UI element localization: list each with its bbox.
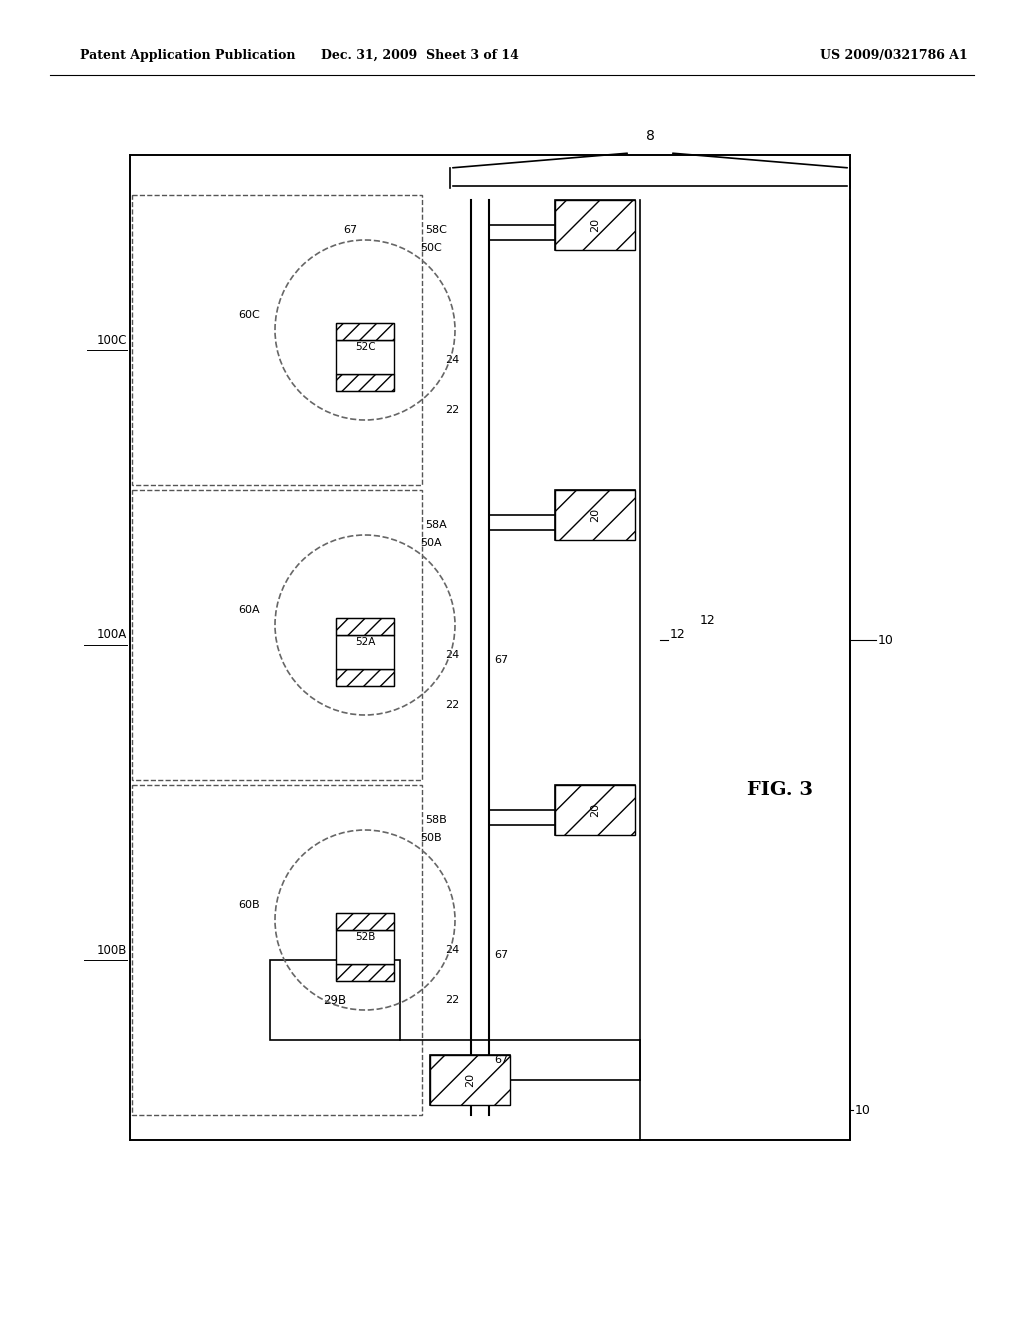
Bar <box>555 785 635 836</box>
Text: 20: 20 <box>465 1073 475 1088</box>
Text: 20: 20 <box>590 508 600 523</box>
Text: 24: 24 <box>445 945 459 954</box>
Text: 52B: 52B <box>354 932 375 942</box>
Text: 67: 67 <box>494 950 508 960</box>
Text: 52C: 52C <box>354 342 376 352</box>
Bar <box>336 669 394 686</box>
Text: 67: 67 <box>343 224 357 235</box>
Bar <box>336 931 394 964</box>
Bar <box>336 374 394 391</box>
Text: 58C: 58C <box>425 224 446 235</box>
Text: 50A: 50A <box>420 539 441 548</box>
Bar <box>555 201 635 249</box>
Text: 52A: 52A <box>354 636 375 647</box>
Bar <box>555 201 635 249</box>
Bar <box>336 323 394 341</box>
Text: 22: 22 <box>445 405 459 414</box>
Bar <box>555 785 635 836</box>
Text: 29B: 29B <box>324 994 346 1006</box>
Text: 67: 67 <box>494 1055 508 1065</box>
Bar <box>336 964 394 981</box>
Bar <box>132 490 422 780</box>
Text: 60B: 60B <box>239 900 260 909</box>
Bar <box>336 913 394 931</box>
Text: Patent Application Publication: Patent Application Publication <box>80 49 296 62</box>
Bar <box>430 1055 510 1105</box>
Text: 67: 67 <box>494 655 508 665</box>
Bar <box>336 618 394 635</box>
Bar <box>555 490 635 540</box>
Text: 100C: 100C <box>96 334 127 346</box>
Text: 20: 20 <box>590 218 600 232</box>
Text: 10: 10 <box>855 1104 870 1117</box>
Bar <box>336 323 394 341</box>
Text: 58B: 58B <box>425 814 446 825</box>
Bar <box>430 1055 510 1105</box>
Text: 60C: 60C <box>239 310 260 319</box>
Bar <box>270 960 400 1040</box>
Text: 50C: 50C <box>420 243 441 253</box>
Text: Dec. 31, 2009  Sheet 3 of 14: Dec. 31, 2009 Sheet 3 of 14 <box>322 49 519 62</box>
Bar <box>132 195 422 484</box>
Text: 100B: 100B <box>96 944 127 957</box>
Bar <box>336 374 394 391</box>
Text: 10: 10 <box>878 634 894 647</box>
Bar <box>555 490 635 540</box>
Text: 20: 20 <box>590 803 600 817</box>
Text: 12: 12 <box>700 614 716 627</box>
Bar <box>336 964 394 981</box>
Text: 12: 12 <box>670 628 686 642</box>
Text: 8: 8 <box>645 129 654 143</box>
Text: 60A: 60A <box>239 605 260 615</box>
Bar <box>336 341 394 374</box>
Bar <box>132 785 422 1115</box>
Bar <box>336 669 394 686</box>
Text: 22: 22 <box>445 700 459 710</box>
Bar <box>336 913 394 931</box>
Bar <box>336 635 394 669</box>
Text: 50B: 50B <box>420 833 441 843</box>
Text: 24: 24 <box>445 649 459 660</box>
Text: 58A: 58A <box>425 520 446 531</box>
Bar <box>130 154 850 1140</box>
Text: FIG. 3: FIG. 3 <box>746 781 813 799</box>
Text: 100A: 100A <box>96 628 127 642</box>
Text: 24: 24 <box>445 355 459 366</box>
Text: US 2009/0321786 A1: US 2009/0321786 A1 <box>820 49 968 62</box>
Bar <box>336 618 394 635</box>
Text: 22: 22 <box>445 995 459 1005</box>
